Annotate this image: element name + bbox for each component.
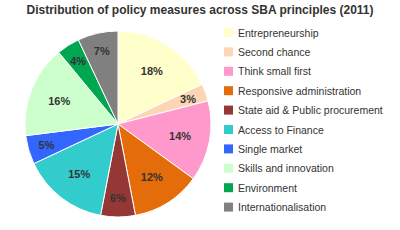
legend-swatch xyxy=(224,86,233,95)
slices xyxy=(25,31,211,217)
slice xyxy=(78,31,118,124)
data-label: 14% xyxy=(169,130,191,142)
legend-label: Environment xyxy=(238,182,297,194)
legend-label: Responsive administration xyxy=(238,85,361,97)
legend-label: Think small first xyxy=(238,65,311,77)
data-label: 5% xyxy=(39,139,55,151)
legend-swatch xyxy=(224,183,233,192)
data-label: 18% xyxy=(141,65,163,77)
data-label: 12% xyxy=(141,171,163,183)
legend: Entrepreneurship Second chance Think small… xyxy=(224,27,383,214)
title: Distribution of policy measures across S… xyxy=(27,3,374,17)
data-label: 6% xyxy=(110,192,126,204)
chart: Distribution of policy measures across S… xyxy=(0,0,400,230)
data-labels: 18% 3% 14% 12% 6% 15% 5% 16% 4% 7% xyxy=(39,45,197,204)
legend-swatch xyxy=(224,28,233,37)
legend-swatch xyxy=(224,47,233,56)
data-label: 3% xyxy=(180,93,196,105)
legend-label: Skills and innovation xyxy=(238,162,334,174)
legend-label: State aid & Public procurement xyxy=(238,104,383,116)
legend-label: Access to Finance xyxy=(238,124,324,136)
data-label: 4% xyxy=(70,55,86,67)
legend-label: Internationalisation xyxy=(238,201,326,213)
legend-swatch xyxy=(224,125,233,134)
data-label: 15% xyxy=(68,168,90,180)
legend-swatch xyxy=(224,106,233,115)
legend-swatch xyxy=(224,144,233,153)
data-label: 16% xyxy=(48,95,70,107)
legend-label: Single market xyxy=(238,143,302,155)
legend-swatch xyxy=(224,67,233,76)
legend-swatch xyxy=(224,203,233,212)
legend-label: Entrepreneurship xyxy=(238,27,319,39)
data-label: 7% xyxy=(94,45,110,57)
legend-label: Second chance xyxy=(238,46,311,58)
legend-swatch xyxy=(224,164,233,173)
